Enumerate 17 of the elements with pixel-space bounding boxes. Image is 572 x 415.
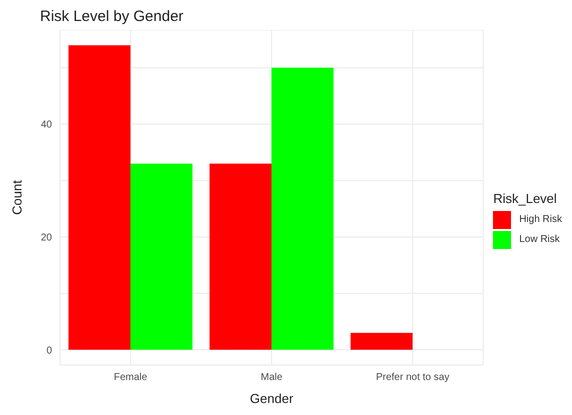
bar <box>272 68 334 350</box>
x-tick-label: Female <box>114 372 148 384</box>
bar <box>210 164 272 350</box>
x-axis-title: Gender <box>250 391 294 406</box>
legend-title: Risk_Level <box>493 190 558 206</box>
bar <box>130 164 192 350</box>
legend-label: Low Risk <box>519 234 560 245</box>
x-tick-label: Prefer not to say <box>376 372 450 384</box>
legend-label: High Risk <box>519 214 562 225</box>
y-tick-label: 40 <box>40 120 52 131</box>
chart-title: Risk Level by Gender <box>40 8 184 25</box>
y-tick-label: 0 <box>46 345 52 356</box>
y-axis-title: Count <box>10 180 25 215</box>
bar <box>68 45 130 350</box>
bar <box>350 332 413 350</box>
x-tick-label: Male <box>260 372 283 384</box>
y-tick-label: 20 <box>40 232 52 244</box>
